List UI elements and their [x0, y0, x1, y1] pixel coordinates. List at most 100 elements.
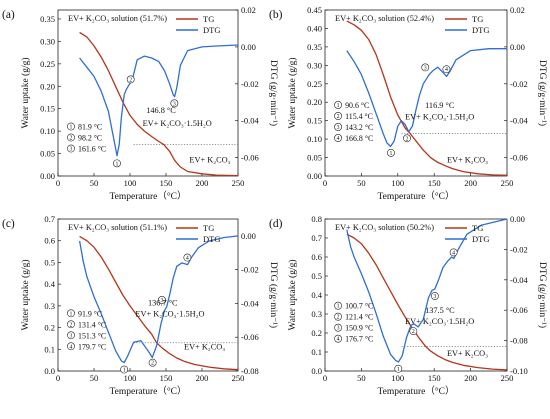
y-tick-label: 0.7 — [311, 233, 322, 243]
peak-list-marker — [67, 133, 75, 142]
y-tick-label: 0.30 — [307, 60, 322, 70]
y-right-tick-label: -0.10 — [510, 366, 528, 376]
plot-frame — [324, 9, 508, 177]
y-right-tick-label: -0.04 — [510, 275, 528, 285]
x-tick-label: 200 — [464, 178, 477, 188]
y-tick-label: 0.15 — [40, 104, 55, 114]
peak-list-marker-number: 4 — [337, 136, 340, 142]
y-right-tick-label: -0.06 — [510, 305, 528, 315]
peak-marker-number: 4 — [186, 256, 189, 262]
solution-label: EV+ K₂CO₃ solution (52.4%) — [335, 14, 434, 23]
y-tick-label: 0.05 — [40, 149, 55, 159]
y-tick-label: 0.10 — [40, 126, 55, 136]
x-tick-label: 100 — [124, 178, 137, 188]
y-tick-label: 0.35 — [40, 14, 55, 24]
x-tick-label: 150 — [160, 178, 173, 188]
y-tick-label: 0.4 — [311, 290, 322, 300]
y-tick-label: 0.45 — [307, 5, 322, 15]
peak-marker-number: 4 — [445, 67, 448, 73]
peak-marker — [394, 364, 403, 373]
y-axis-title: Water uptake (g/g) — [287, 58, 298, 129]
plot-frame — [57, 218, 239, 372]
peak-list-marker-number: 2 — [337, 315, 340, 321]
peak-list-marker — [334, 101, 342, 109]
x-axis-title: Temperature（°C） — [110, 385, 187, 397]
y-right-tick-label: -0.06 — [241, 153, 259, 163]
peak-list-marker-number: 3 — [70, 147, 73, 153]
y-tick-label: 0.4 — [44, 279, 55, 289]
peak-list-marker — [67, 122, 75, 131]
x-tick-label: 100 — [391, 178, 404, 188]
final-product-label: EV+ K₂CO₃ — [447, 156, 488, 165]
y-tick-label: 0.00 — [40, 171, 55, 181]
peak-list-temperature: 151.3 °C — [78, 331, 106, 340]
peak-marker — [421, 63, 430, 72]
y-axis-title: Water uptake (g/g) — [287, 260, 298, 331]
x-tick-label: 0 — [56, 178, 60, 188]
y-right-tick-label: -0.02 — [241, 265, 259, 275]
series-line-dtg — [346, 218, 508, 363]
transition-temperature: 116.9 °C — [425, 101, 455, 110]
peak-list-temperature: 98.2 °C — [78, 134, 102, 143]
x-tick-label: 250 — [501, 373, 514, 383]
peak-marker — [113, 159, 121, 168]
x-tick-label: 250 — [232, 373, 245, 383]
y-tick-label: 0.0 — [44, 366, 55, 376]
panel-b: 0 50 100 150 200 250 0.00 0.05 0.10 0.15 0.20 0.25 0… — [269, 5, 548, 202]
y-tick-label: 0.35 — [307, 42, 322, 52]
peak-marker — [148, 358, 157, 367]
peak-marker-number: 2 — [406, 136, 409, 142]
legend-label: DTG — [203, 234, 220, 244]
x-tick-label: 50 — [357, 178, 366, 188]
peak-list-marker — [334, 312, 342, 321]
peak-marker-number: 2 — [151, 361, 154, 367]
y-tick-label: 0.5 — [311, 271, 322, 281]
peak-list-temperature: 90.6 °C — [345, 101, 369, 110]
y-right-tick-label: -0.04 — [241, 116, 259, 126]
final-product-label: EV+ K₂CO₃ — [184, 343, 225, 352]
peak-list-marker-number: 3 — [70, 333, 73, 339]
peak-list-marker — [67, 144, 75, 153]
peak-marker — [442, 65, 451, 74]
peak-marker — [409, 327, 418, 336]
peak-list-marker — [67, 342, 75, 351]
series-line-dtg — [346, 48, 507, 148]
y-tick-label: 0.2 — [44, 323, 55, 333]
series-line-tg — [79, 235, 239, 371]
panel-label: (d) — [269, 218, 283, 230]
legend-label: DTG — [472, 234, 489, 244]
hydrate-label: EV+ K₂CO₃·1.5H₂O — [405, 317, 474, 326]
y-tick-label: 0.25 — [40, 59, 55, 69]
y-tick-label: 0.20 — [307, 97, 322, 107]
x-axis-title: Temperature（°C） — [110, 190, 187, 202]
y-right-tick-label: -0.08 — [510, 336, 528, 346]
y-right-tick-label: -0.08 — [241, 366, 259, 376]
x-axis-title: Temperature（°C） — [378, 190, 455, 202]
peak-list-marker-number: 2 — [337, 114, 340, 120]
y-right-axis-title: DTG (g/g·min⁻¹) — [268, 60, 279, 126]
final-product-label: EV+ K₂CO₃ — [447, 349, 488, 358]
peak-list-marker — [334, 123, 342, 131]
peak-marker — [183, 253, 192, 262]
peak-list-temperature: 131.4 °C — [78, 320, 106, 329]
peak-marker-number: 1 — [116, 161, 119, 167]
x-tick-label: 200 — [196, 373, 209, 383]
series-line-dtg — [79, 44, 239, 157]
legend-label: TG — [203, 14, 214, 24]
y-right-axis-title: DTG (g/g·min⁻¹) — [537, 262, 548, 328]
peak-list-temperature: 143.2 °C — [345, 123, 373, 132]
peak-list-marker-number: 3 — [337, 326, 340, 332]
hydrate-label: EV+ K₂CO₃·1.5H₂O — [143, 119, 212, 128]
y-right-tick-label: -0.06 — [241, 332, 259, 342]
y-axis-title: Water uptake (g/g) — [20, 58, 31, 129]
peak-list-temperature: 121.4 °C — [345, 313, 373, 322]
peak-marker-number: 3 — [424, 65, 427, 71]
x-tick-label: 50 — [90, 373, 99, 383]
panel-label: (c) — [2, 218, 15, 230]
peak-list-temperature: 176.7 °C — [345, 335, 373, 344]
peak-list-marker-number: 1 — [337, 103, 340, 109]
peak-list-marker — [67, 309, 75, 318]
x-tick-label: 50 — [90, 178, 99, 188]
peak-list-temperature: 91.9 °C — [78, 309, 102, 318]
legend-label: DTG — [472, 25, 489, 35]
